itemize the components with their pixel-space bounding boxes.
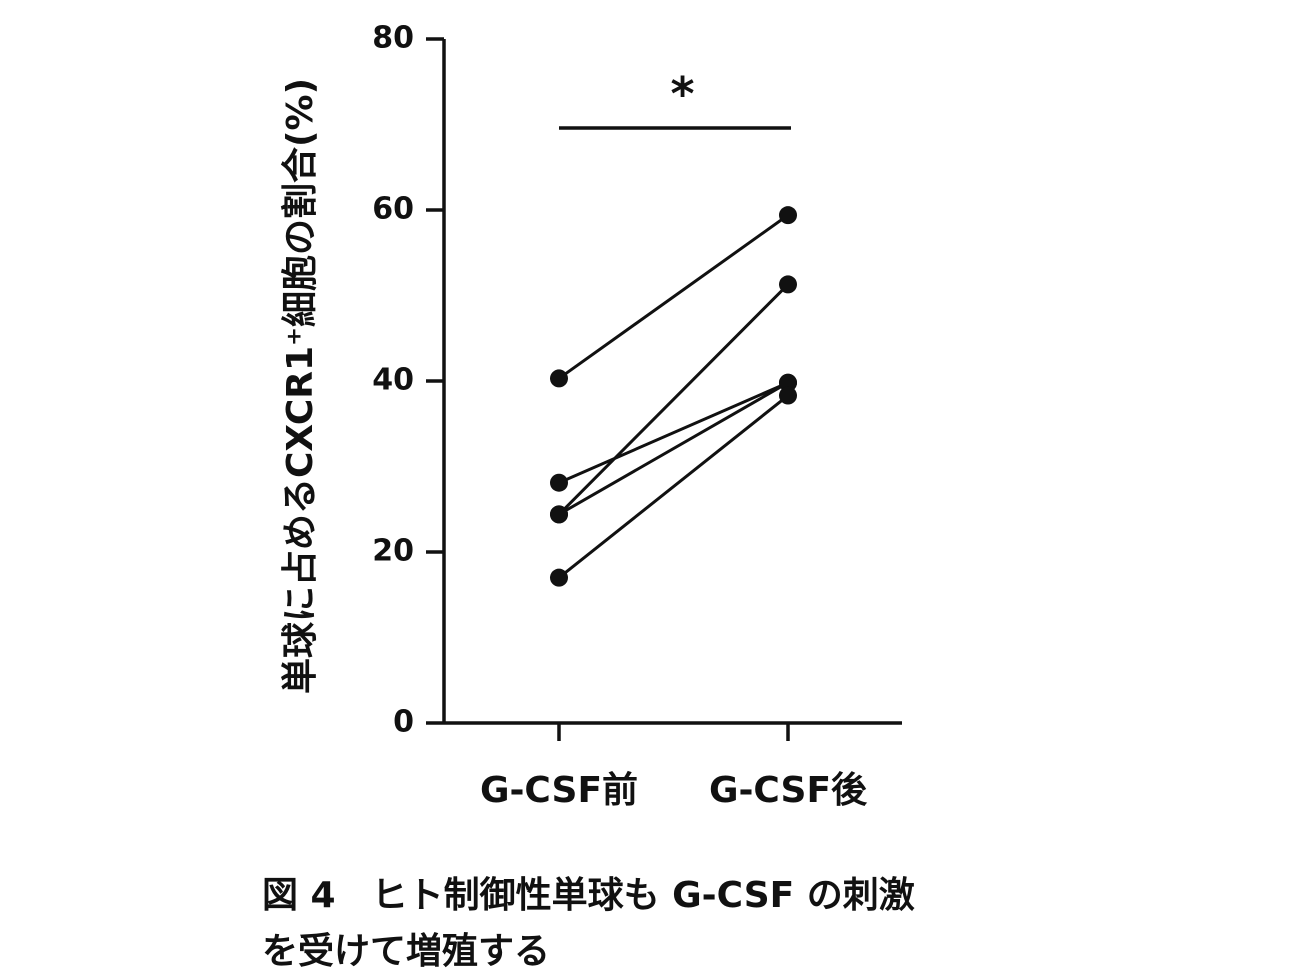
data-point	[779, 373, 797, 392]
data-points	[550, 206, 797, 587]
caption-line-1: 図 4 ヒト制御性単球も G-CSF の刺激	[262, 875, 915, 916]
axes	[442, 39, 902, 725]
series-line	[557, 283, 790, 516]
x-tick-label: G-CSF後	[709, 770, 868, 811]
series-line	[558, 381, 789, 485]
series-line	[558, 394, 789, 579]
y-tick-label: 0	[393, 705, 414, 740]
y-tick-label: 20	[372, 534, 414, 569]
data-point	[550, 568, 568, 587]
y-tick-label: 80	[372, 21, 414, 56]
data-point	[779, 386, 797, 405]
series-line	[558, 213, 789, 380]
x-ticks: G-CSF前 G-CSF後	[480, 723, 868, 811]
data-point	[550, 473, 568, 492]
series-lines	[557, 213, 790, 579]
y-tick-label: 60	[372, 192, 414, 227]
y-tick-label: 40	[372, 363, 414, 398]
significance: *	[559, 67, 791, 130]
significance-asterisk: *	[670, 67, 694, 121]
data-point	[550, 505, 568, 524]
chart: 0 20 40 60 80 G-CSF前 G-CSF後 * 単球に占めるCXCR1⁺細胞の…	[280, 21, 902, 811]
series-line	[558, 381, 789, 516]
caption-line-2: を受けて増殖する	[262, 931, 551, 972]
data-point	[779, 275, 797, 294]
data-point	[550, 369, 568, 388]
data-point	[779, 206, 797, 225]
y-ticks: 0 20 40 60 80	[372, 21, 444, 740]
figure-caption: 図 4 ヒト制御性単球も G-CSF の刺激 を受けて増殖する	[262, 868, 1262, 980]
y-axis-label: 単球に占めるCXCR1⁺細胞の割合(%)	[280, 78, 321, 694]
x-tick-label: G-CSF前	[480, 770, 638, 811]
